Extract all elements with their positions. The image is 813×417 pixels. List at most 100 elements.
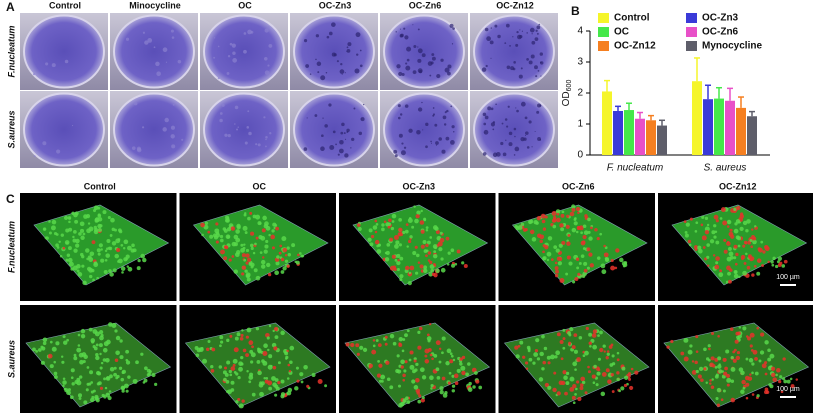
cell-dot	[93, 346, 98, 351]
cell-dot	[105, 376, 111, 381]
stain	[360, 117, 365, 122]
cell-dot	[582, 354, 586, 358]
cell-dot	[522, 355, 526, 359]
cell-dot	[264, 221, 269, 226]
stain	[418, 69, 423, 74]
cell-dot	[54, 375, 58, 379]
cell-dot	[263, 343, 268, 349]
cell-dot	[250, 246, 254, 251]
cell-dot	[419, 220, 425, 225]
cell-dot	[435, 367, 440, 372]
cell-dot	[397, 259, 400, 262]
cell-dot	[441, 376, 446, 381]
cell-dot	[782, 357, 786, 361]
stain	[333, 53, 337, 57]
cell-dot	[684, 233, 689, 238]
cell-dot	[698, 366, 704, 372]
cell-dot	[116, 374, 120, 379]
cell-dot	[544, 382, 550, 388]
cell-dot	[286, 390, 292, 396]
cell-dot	[400, 401, 405, 407]
cell-dot	[425, 226, 429, 229]
stain	[341, 73, 343, 75]
stain	[452, 130, 455, 133]
cell-dot	[517, 225, 523, 230]
cell-dot	[553, 245, 558, 249]
cell-dot	[396, 253, 401, 258]
cell-dot	[739, 214, 745, 219]
cell-dot	[554, 266, 559, 271]
cell-dot	[68, 220, 71, 224]
cell-dot	[581, 380, 586, 385]
cell-dot	[259, 391, 264, 397]
cell-dot	[125, 360, 131, 365]
cell-dot	[586, 266, 590, 270]
cell-dot	[282, 266, 287, 271]
stain	[181, 138, 184, 141]
cell-dot	[381, 223, 385, 227]
cell-dot	[588, 252, 593, 257]
cell-dot	[783, 259, 788, 264]
stain	[405, 65, 411, 71]
stain	[131, 146, 136, 150]
cell-dot	[357, 226, 362, 232]
stain	[440, 58, 444, 62]
cell-dot	[246, 327, 252, 333]
cell-dot	[571, 227, 577, 233]
stain	[519, 29, 521, 31]
cell-dot	[603, 350, 606, 353]
stain	[485, 64, 488, 68]
cell-dot	[749, 332, 755, 338]
stain	[520, 137, 525, 142]
cell-dot	[447, 251, 451, 255]
cell-dot	[272, 222, 277, 227]
y-label-main: OD	[561, 91, 572, 106]
cell-dot	[689, 217, 693, 221]
cell-dot	[398, 343, 403, 347]
cell-dot	[86, 382, 90, 386]
cell-dot	[771, 372, 776, 378]
stain	[309, 73, 312, 75]
cell-dot	[262, 256, 265, 259]
cell-dot	[295, 366, 299, 370]
x-tick-label: F. nucleatum	[607, 163, 664, 174]
cell-dot	[75, 238, 80, 244]
cell-dot	[565, 381, 570, 386]
cell-dot	[756, 258, 762, 263]
cell-dot	[420, 398, 426, 403]
cell-dot	[430, 383, 434, 388]
cell-dot	[100, 333, 104, 338]
cell-dot	[398, 337, 403, 342]
cell-dot	[374, 239, 380, 245]
cell-dot	[109, 272, 114, 277]
cell-dot	[737, 331, 741, 336]
cell-dot	[435, 340, 441, 346]
stain	[432, 107, 435, 109]
cell-dot	[709, 239, 715, 244]
cell-dot	[560, 357, 564, 361]
stain	[336, 60, 339, 63]
cell-dot	[93, 262, 99, 268]
cell-dot	[219, 344, 222, 348]
stain	[408, 128, 413, 133]
cell-dot	[78, 232, 82, 236]
stain	[396, 64, 401, 69]
stain	[247, 29, 252, 35]
stain	[227, 54, 231, 58]
cell-dot	[413, 359, 417, 363]
stain	[234, 105, 239, 110]
cell-dot	[606, 352, 610, 356]
cell-dot	[736, 335, 740, 340]
cell-dot	[87, 222, 91, 225]
cell-dot	[700, 378, 704, 382]
cell-dot	[767, 357, 772, 362]
stain	[346, 46, 349, 49]
cell-dot	[94, 331, 100, 337]
cell-dot	[586, 247, 591, 252]
stain	[243, 32, 247, 35]
cell-dot	[716, 387, 722, 393]
cell-dot	[272, 365, 277, 370]
stain	[255, 143, 258, 146]
cell-dot	[567, 233, 571, 237]
cell-dot	[140, 352, 144, 356]
